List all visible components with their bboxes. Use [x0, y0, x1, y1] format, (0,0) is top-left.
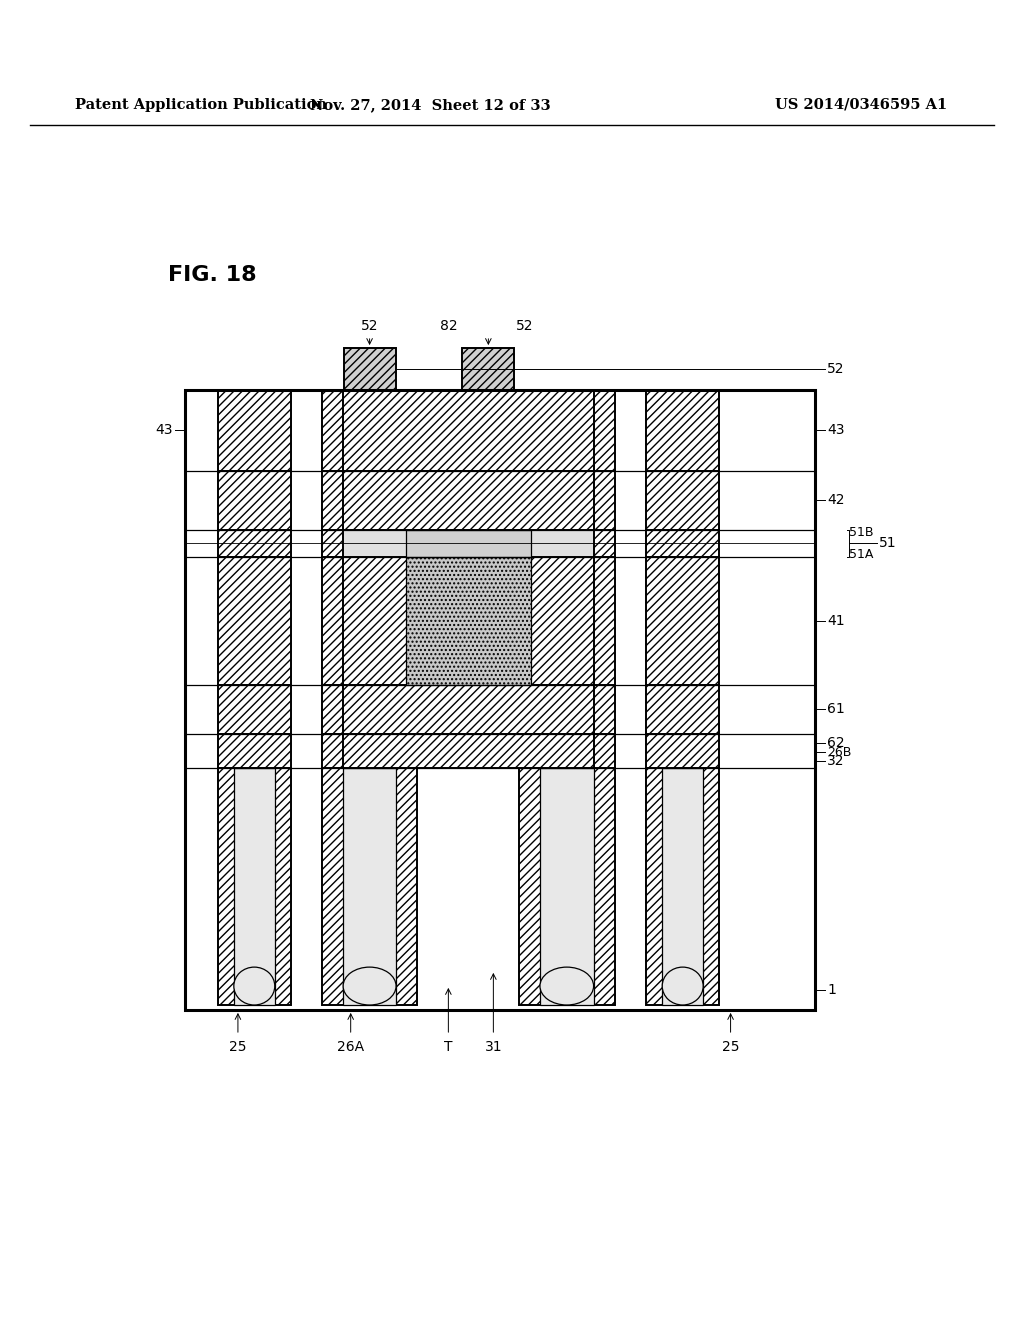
Bar: [406, 529, 531, 557]
Bar: [218, 557, 291, 685]
Bar: [463, 348, 514, 389]
Bar: [185, 529, 815, 557]
Bar: [185, 471, 815, 529]
Text: US 2014/0346595 A1: US 2014/0346595 A1: [775, 98, 947, 112]
Bar: [646, 768, 719, 1005]
Bar: [343, 768, 396, 1005]
Text: 82: 82: [439, 319, 458, 333]
Text: 31: 31: [484, 1040, 502, 1053]
Bar: [519, 529, 614, 557]
Bar: [343, 685, 594, 734]
Bar: [343, 557, 594, 685]
Bar: [185, 768, 815, 1010]
Ellipse shape: [233, 968, 274, 1005]
Bar: [519, 471, 614, 529]
Bar: [323, 734, 417, 768]
Bar: [323, 768, 417, 1005]
Text: 25: 25: [229, 1040, 247, 1053]
Bar: [540, 768, 594, 1005]
Bar: [233, 768, 274, 1005]
Bar: [663, 768, 703, 1005]
Bar: [323, 389, 417, 471]
Bar: [185, 389, 815, 1010]
Text: 26A: 26A: [337, 1040, 365, 1053]
Bar: [323, 685, 417, 734]
Ellipse shape: [540, 968, 594, 1005]
Bar: [646, 529, 719, 557]
Bar: [519, 685, 614, 734]
Bar: [343, 471, 594, 529]
Bar: [519, 557, 614, 685]
Bar: [185, 685, 815, 734]
Bar: [646, 557, 719, 685]
Bar: [185, 734, 815, 768]
Bar: [218, 685, 291, 734]
Bar: [343, 389, 594, 471]
Text: 25: 25: [722, 1040, 739, 1053]
Bar: [218, 768, 291, 1005]
Text: 52: 52: [360, 319, 378, 333]
Text: 62: 62: [827, 737, 845, 750]
Bar: [344, 348, 395, 389]
Text: Nov. 27, 2014  Sheet 12 of 33: Nov. 27, 2014 Sheet 12 of 33: [309, 98, 550, 112]
Bar: [218, 389, 291, 471]
Text: 26B: 26B: [827, 746, 851, 759]
Text: 51A: 51A: [849, 548, 873, 561]
Text: 32: 32: [827, 754, 845, 768]
Bar: [218, 529, 291, 557]
Text: 61: 61: [827, 702, 845, 717]
Bar: [519, 734, 614, 768]
Bar: [646, 685, 719, 734]
Text: Patent Application Publication: Patent Application Publication: [75, 98, 327, 112]
Bar: [343, 734, 594, 768]
Ellipse shape: [343, 968, 396, 1005]
Bar: [323, 529, 417, 557]
Bar: [218, 734, 291, 768]
Text: 52: 52: [827, 362, 845, 376]
Text: 52: 52: [516, 319, 534, 333]
Bar: [646, 471, 719, 529]
Bar: [519, 768, 614, 1005]
Text: 51: 51: [879, 536, 897, 550]
Bar: [343, 529, 594, 557]
Text: 42: 42: [827, 494, 845, 507]
Bar: [185, 389, 815, 1010]
Text: 51B: 51B: [849, 525, 873, 539]
Bar: [185, 389, 815, 471]
Text: FIG. 18: FIG. 18: [168, 265, 257, 285]
Bar: [646, 734, 719, 768]
Bar: [646, 389, 719, 471]
Bar: [406, 557, 531, 685]
Text: 41: 41: [827, 614, 845, 628]
Text: 43: 43: [156, 424, 173, 437]
Text: 1: 1: [827, 983, 836, 997]
Text: T: T: [444, 1040, 453, 1053]
Bar: [218, 471, 291, 529]
Ellipse shape: [663, 968, 703, 1005]
Bar: [519, 389, 614, 471]
Text: 43: 43: [827, 424, 845, 437]
Bar: [323, 557, 417, 685]
Bar: [185, 557, 815, 685]
Bar: [323, 471, 417, 529]
